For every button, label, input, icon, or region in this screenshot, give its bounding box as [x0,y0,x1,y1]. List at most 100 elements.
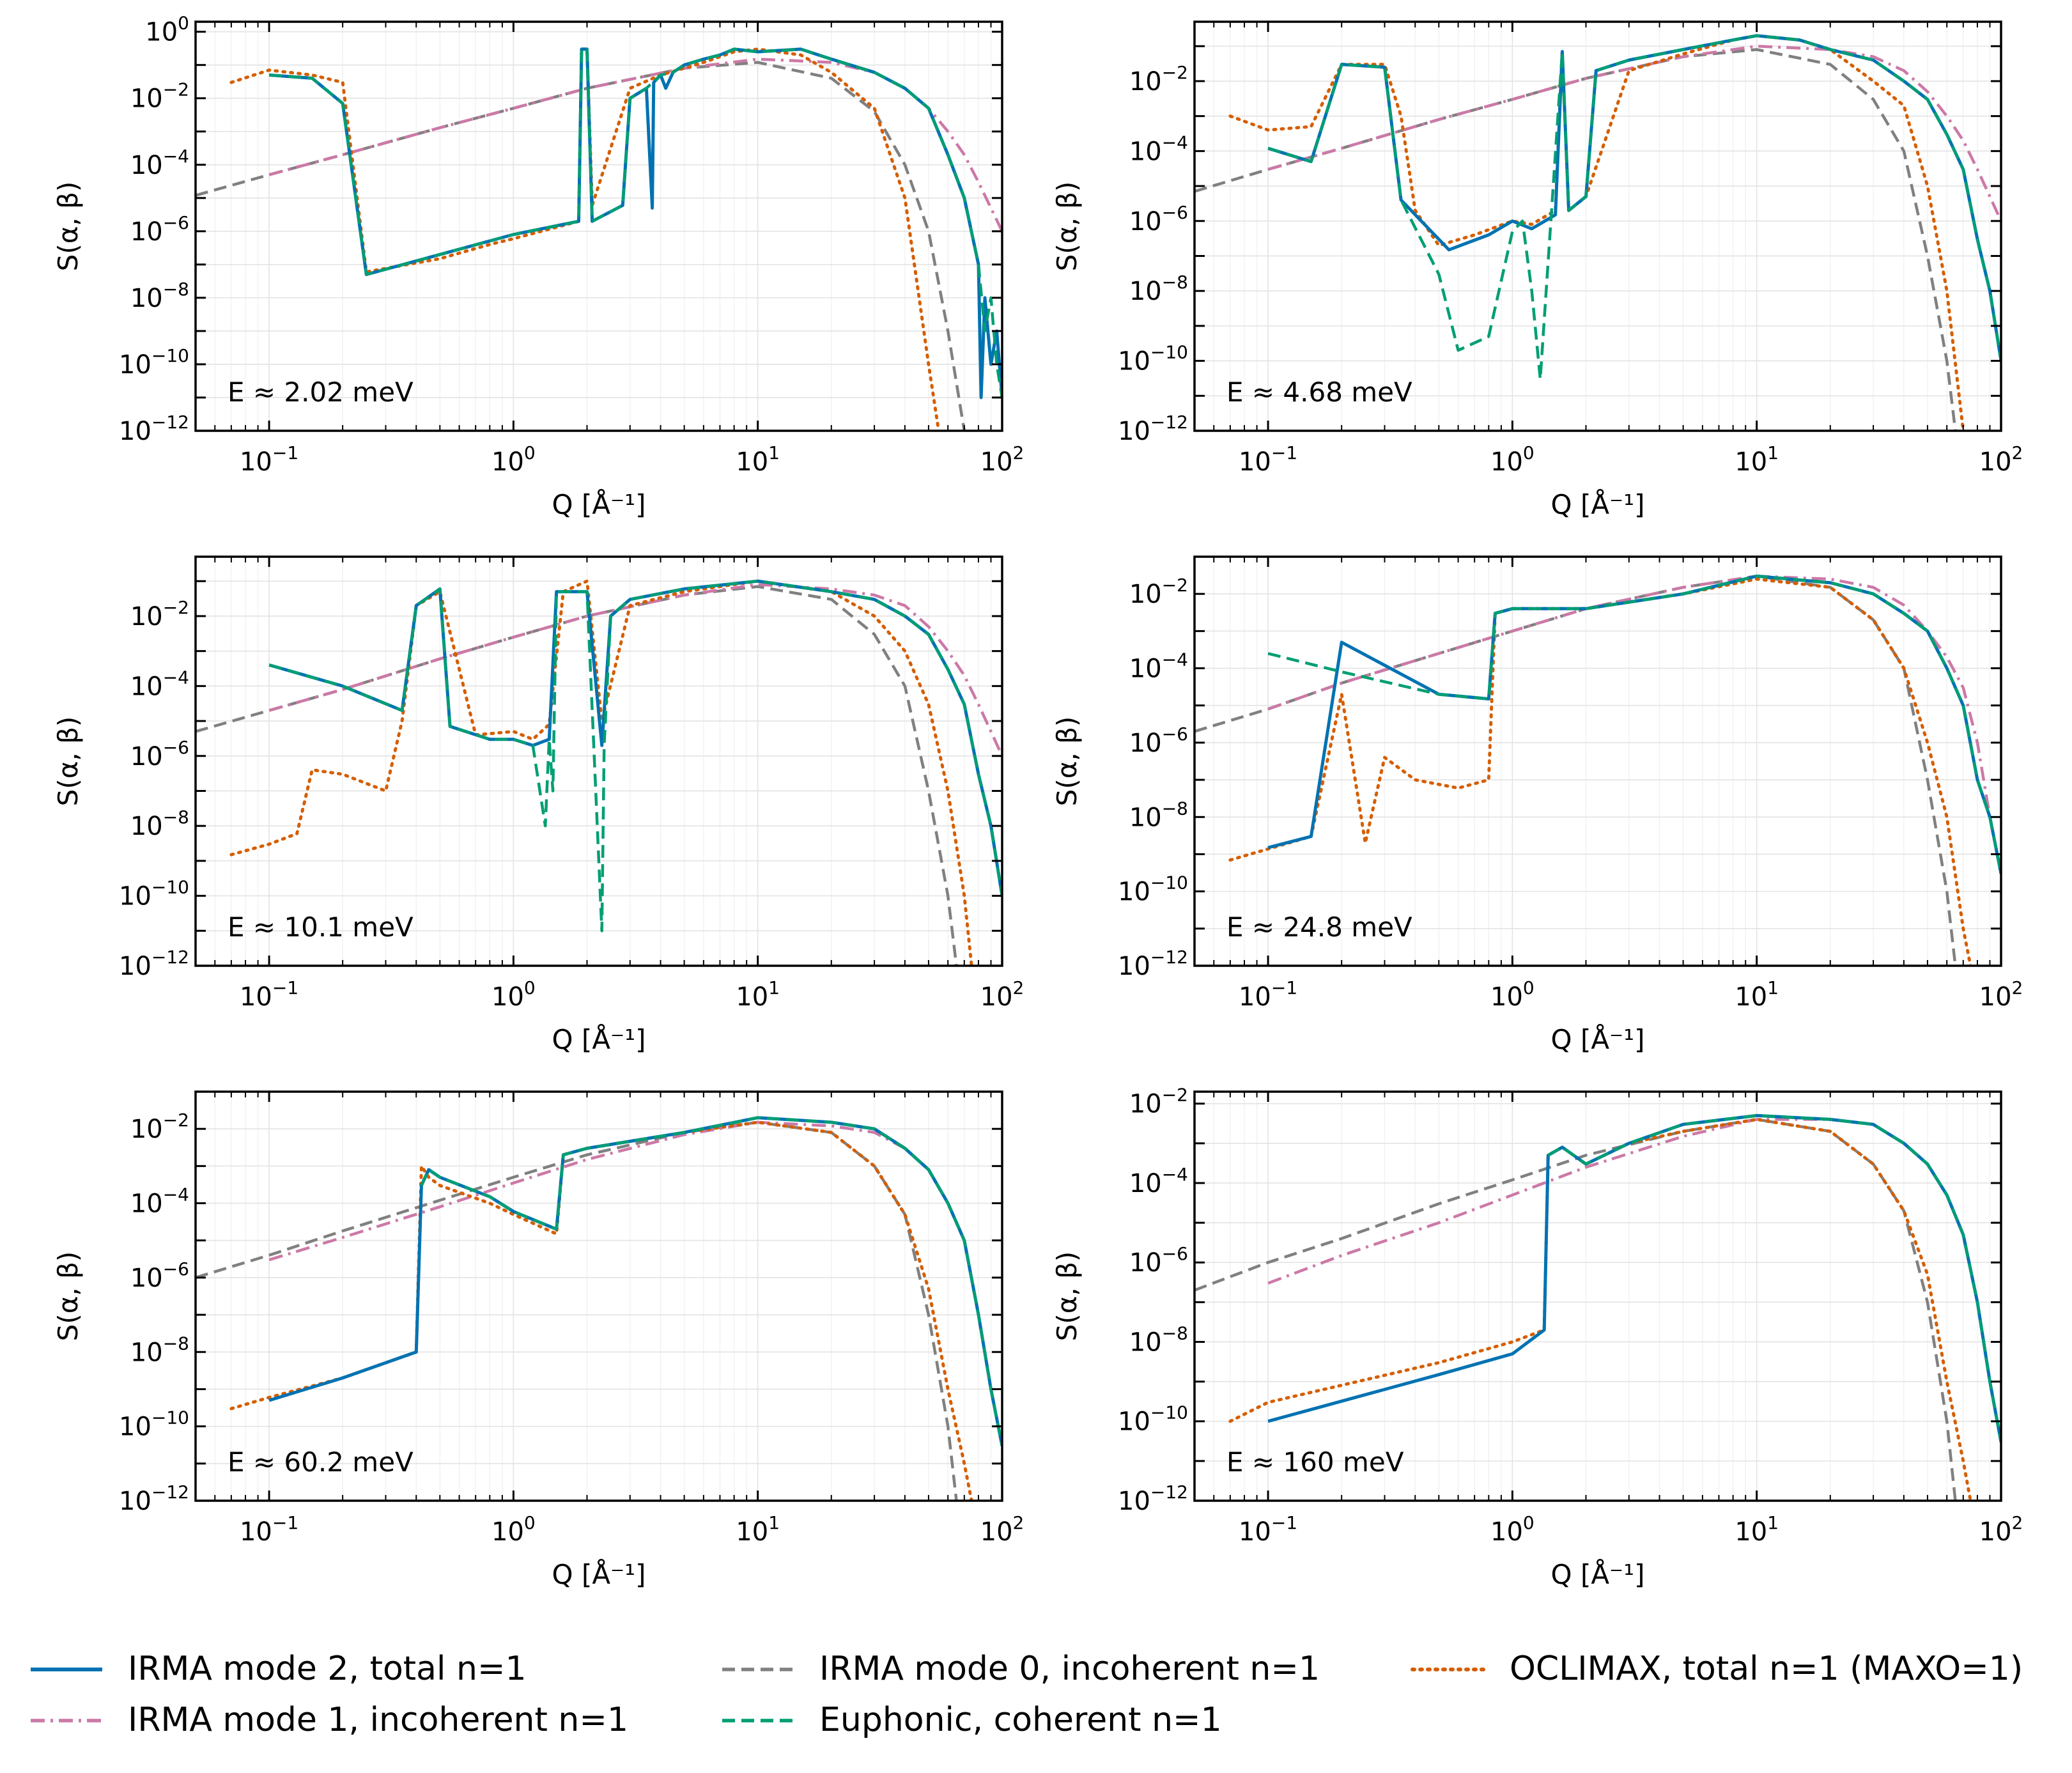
y-axis-label: S(α, β) [52,1251,84,1342]
plot-frame [194,1090,1003,1502]
y-tick-label: 100 [145,13,189,47]
y-tick-label: 10−8 [1129,798,1188,832]
x-tick-label: 100 [1490,442,1535,477]
ticks [1194,22,2002,432]
series-line-oclimax-total [1228,34,1965,431]
series-line-irma-mode1-incoherent [1267,44,2001,222]
y-tick-label: 10−2 [130,79,189,114]
y-tick-label: 10−12 [1118,412,1188,446]
energy-annotation: E ≈ 160 meV [1226,1446,1404,1478]
plot-frame [1193,1090,2002,1502]
x-tick-label: 102 [980,977,1024,1012]
ticks [1194,555,2002,967]
x-tick-label: 10−1 [240,1512,298,1547]
y-tick-label: 10−10 [1118,342,1188,376]
series-line-euphonic-coherent [1267,575,2001,874]
x-tick-label: 100 [491,1512,536,1547]
x-tick-label: 101 [1735,977,1779,1012]
series-group [196,579,1002,966]
legend-item-irma-mode2-total: IRMA mode 2, total n=1 [31,1650,527,1688]
ticks [195,22,1003,432]
x-tick-label: 100 [1490,1512,1535,1547]
y-axis-label: S(α, β) [52,182,84,272]
series-line-euphonic-coherent [420,1116,1002,1446]
panel-3: 10−1 100 101 102 10−2 10−4 10−6 10−8 10−10 10−12 Q… [52,555,1024,1055]
x-tick-label: 101 [1735,1512,1779,1547]
ticks [195,557,1003,967]
x-tick-label: 100 [1490,977,1535,1012]
x-tick-label: 102 [980,1512,1024,1547]
legend: IRMA mode 2, total n=1 IRMA mode 1, incoh… [31,1650,2023,1739]
y-tick-label: 10−8 [130,807,189,841]
y-tick-label: 10−6 [130,737,189,771]
y-tick-label: 10−4 [130,146,189,180]
y-axis-label: S(α, β) [1051,716,1083,807]
y-tick-label: 10−6 [130,212,189,247]
series-line-irma-mode2-total [1267,574,2001,874]
series-line-euphonic-coherent [1267,34,2001,381]
series-group [1194,1113,2001,1501]
y-tick-label: 10−6 [1129,202,1188,236]
y-tick-label: 10−8 [1129,272,1188,306]
y-tick-label: 10−4 [130,667,189,701]
energy-annotation: E ≈ 2.02 meV [228,376,414,408]
plot-frame [1193,20,2002,432]
panel-6: 10−1 100 101 102 10−2 10−4 10−6 10−8 10−10 10−12 Q… [1051,1085,2023,1590]
y-tick-label: 10−4 [130,1184,189,1219]
series-line-irma-mode2-total [268,1116,1002,1446]
series-line-irma-mode0-incoherent [196,61,966,431]
panel-2: 10−1 100 101 102 10−2 10−4 10−6 10−8 10−10 10−12 Q… [1051,20,2023,520]
y-tick-label: 10−8 [1129,1322,1188,1357]
legend-label: IRMA mode 1, incoherent n=1 [128,1701,628,1739]
series-group [196,1116,1002,1501]
legend-label: IRMA mode 2, total n=1 [128,1650,527,1688]
series-line-irma-mode1-incoherent [1267,575,2001,874]
series-line-euphonic-coherent [1547,1114,2001,1443]
grid [195,557,1003,966]
x-tick-label: 101 [736,1512,780,1547]
energy-annotation: E ≈ 4.68 meV [1226,376,1412,408]
y-tick-label: 10−2 [1129,1085,1188,1119]
series-line-irma-mode2-total [268,579,1002,896]
y-tick-label: 10−12 [119,412,189,446]
panel-1: 10−1 100 101 102 100 10−2 10−4 10−6 10−8 10−10 10−… [52,13,1024,520]
y-tick-label: 10−4 [1129,132,1188,166]
panels: 10−1 100 101 102 100 10−2 10−4 10−6 10−8 10−10 10−… [52,13,2023,1590]
x-tick-label: 10−1 [1239,442,1297,477]
x-tick-label: 10−1 [240,442,298,477]
x-tick-label: 10−1 [1239,977,1297,1012]
y-axis-label: S(α, β) [1051,182,1083,272]
x-tick-label: 102 [980,442,1024,477]
plot-frame [1193,555,2002,967]
series-line-irma-mode1-incoherent [268,583,1002,757]
series-line-irma-mode2-total [268,47,1002,399]
legend-item-euphonic-coherent: Euphonic, coherent n=1 [722,1701,1222,1739]
ticks [195,1090,1003,1502]
y-tick-label: 10−6 [1129,724,1188,758]
y-tick-label: 10−10 [1118,872,1188,907]
y-tick-label: 10−12 [1118,1482,1188,1516]
series-line-irma-mode0-incoherent [1194,48,1957,431]
y-tick-label: 10−6 [1129,1243,1188,1278]
series-group [1194,34,2001,431]
series-line-irma-mode2-total [1267,1113,2001,1443]
panel-4: 10−1 100 101 102 10−2 10−4 10−6 10−8 10−10 10−12 Q… [1051,555,2023,1055]
x-axis-label: Q [Å⁻¹] [552,488,646,520]
series-line-irma-mode2-total [1267,34,2001,361]
x-tick-label: 100 [491,977,536,1012]
x-tick-label: 101 [1735,442,1779,477]
energy-annotation: E ≈ 24.8 meV [1226,911,1412,943]
plot-frame [194,20,1003,432]
y-tick-label: 10−2 [1129,62,1188,97]
legend-item-irma-mode1-incoherent: IRMA mode 1, incoherent n=1 [31,1701,628,1739]
grid [195,22,1003,431]
y-axis-label: S(α, β) [52,716,84,807]
panel-5: 10−1 100 101 102 10−2 10−4 10−6 10−8 10−10 10−12 Q… [52,1090,1024,1590]
series-line-irma-mode0-incoherent [196,585,958,966]
y-tick-label: 10−6 [130,1258,189,1293]
x-axis-label: Q [Å⁻¹] [552,1558,646,1590]
energy-annotation: E ≈ 10.1 meV [228,911,414,943]
x-axis-label: Q [Å⁻¹] [1551,1558,1645,1590]
y-tick-label: 10−10 [119,345,189,380]
y-tick-label: 10−8 [130,1333,189,1367]
